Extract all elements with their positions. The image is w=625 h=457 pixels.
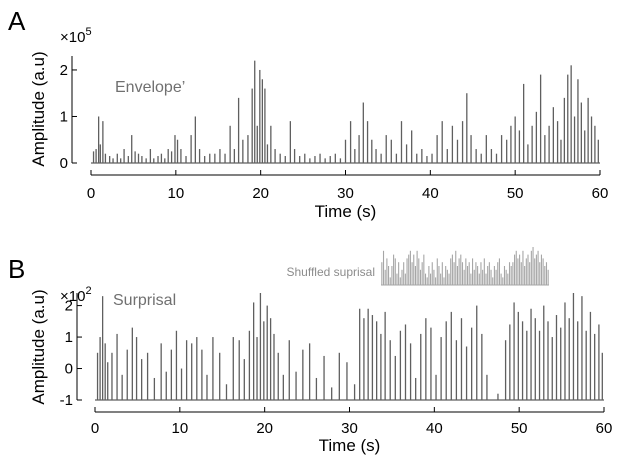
y-multiplier-base: ×10 — [60, 29, 85, 46]
x-tick-label: 0 — [87, 185, 95, 202]
x-tick-label: 60 — [592, 185, 609, 202]
series-label: Surprisal — [113, 292, 176, 309]
x-axis-title: Time (s) — [315, 202, 377, 221]
panel-a: 0 1 2 ×105 Amplitude (a.u) 0 10 20 30 40 50 60 Time … — [29, 26, 608, 221]
y-tick-label: 2 — [65, 298, 73, 315]
x-tick-label: 10 — [171, 420, 188, 437]
x-tick-label: 60 — [596, 420, 613, 437]
y-tick-label: 0 — [60, 155, 68, 172]
x-tick-label: 50 — [511, 420, 528, 437]
y-multiplier-exponent: 5 — [85, 26, 91, 38]
y-multiplier-label: ×102 — [60, 285, 92, 305]
x-tick-label: 40 — [422, 185, 439, 202]
x-axis-title: Time (s) — [319, 436, 381, 455]
y-axis-title: Amplitude (a.u) — [29, 289, 48, 404]
y-multiplier-base: ×10 — [60, 288, 85, 305]
x-tick-label: 20 — [252, 185, 269, 202]
x-tick-label: 50 — [507, 185, 524, 202]
y-tick-label: 1 — [65, 329, 73, 346]
y-multiplier-label: ×105 — [60, 26, 92, 46]
y-tick-label: 1 — [60, 108, 68, 125]
inset-label: Shuffled suprisal — [287, 265, 376, 279]
x-tick-label: 30 — [341, 420, 358, 437]
y-tick-label: 0 — [65, 361, 73, 378]
panel-b-letter: B — [8, 254, 25, 284]
shuffled-surprisal-inset: Shuffled suprisal — [287, 247, 549, 286]
y-tick-label: 2 — [60, 62, 68, 79]
y-tick-label: -1 — [60, 392, 73, 409]
x-tick-label: 0 — [91, 420, 99, 437]
series-label: Envelope’ — [115, 79, 185, 96]
y-multiplier-exponent: 2 — [85, 285, 91, 297]
panel-a-letter: A — [8, 6, 26, 36]
x-tick-label: 20 — [256, 420, 273, 437]
x-tick-label: 10 — [167, 185, 184, 202]
y-axis-title: Amplitude (a.u) — [29, 51, 48, 166]
x-tick-label: 30 — [337, 185, 354, 202]
panel-b: -1 0 1 2×102 Amplitude (a.u) 0 10 20 30 40 50 60 Tim… — [29, 285, 612, 455]
x-tick-label: 40 — [426, 420, 443, 437]
